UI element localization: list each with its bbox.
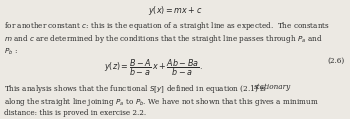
Text: for another constant $c$: this is the equation of a straight line as expected.  : for another constant $c$: this is the eq… (4, 20, 330, 32)
Text: $y(z) = \dfrac{B-A}{b-a}\,x + \dfrac{Ab-Ba}{b-a}\,.$: $y(z) = \dfrac{B-A}{b-a}\,x + \dfrac{Ab-… (104, 57, 204, 78)
Text: $m$ and $c$ are determined by the conditions that the straight line passes throu: $m$ and $c$ are determined by the condit… (4, 33, 323, 45)
Text: along the straight line joining $P_a$ to $P_b$. We have not shown that this give: along the straight line joining $P_a$ to… (4, 96, 319, 108)
Text: (2.6): (2.6) (328, 57, 345, 65)
Text: This analysis shows that the functional $S[y]$ defined in equation (2.1) is: This analysis shows that the functional … (4, 83, 267, 95)
Text: distance: this is proved in exercise 2.2.: distance: this is proved in exercise 2.2… (4, 109, 146, 117)
Text: stationary: stationary (254, 83, 291, 91)
Text: $y(x) = mx + c$: $y(x) = mx + c$ (148, 4, 202, 17)
Text: $P_b$ :: $P_b$ : (4, 46, 18, 57)
